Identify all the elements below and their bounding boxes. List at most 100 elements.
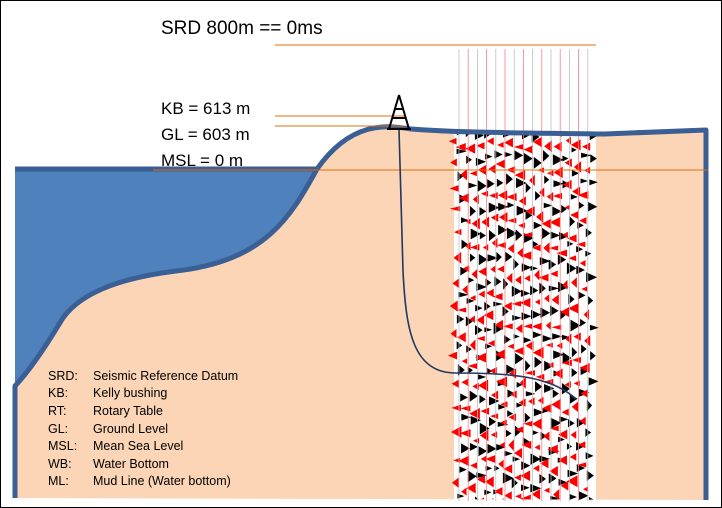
seismic-peak-black xyxy=(571,147,577,153)
seismic-peak-red xyxy=(486,288,494,298)
seismic-peak-black xyxy=(533,156,542,169)
seismic-peak-red xyxy=(580,389,588,398)
seismic-peak-black xyxy=(506,364,515,375)
seismic-peak-red xyxy=(510,390,517,399)
seismic-peak-black xyxy=(498,224,508,236)
seismic-peak-red xyxy=(576,241,586,248)
seismic-peak-red xyxy=(582,486,589,492)
seismic-peak-red xyxy=(581,286,588,292)
seismic-peak-red xyxy=(548,245,559,251)
seismic-peak-black xyxy=(539,257,551,266)
seismic-peak-black xyxy=(479,231,486,240)
seismic-peak-black xyxy=(513,333,520,339)
legend-abbr: WB: xyxy=(48,456,72,471)
seismic-peak-red xyxy=(561,408,569,416)
seismic-peak-black xyxy=(460,393,468,402)
legend-row: SRD: Seismic Reference Datum xyxy=(48,367,238,385)
seismic-peak-red xyxy=(517,247,523,258)
seismic-peak-black xyxy=(587,201,598,212)
seismic-peak-black xyxy=(568,293,575,305)
seismic-peak-black xyxy=(567,469,579,478)
legend-row: ML: Mud Line (Water bottom) xyxy=(48,473,238,491)
seismic-peak-black xyxy=(503,335,511,345)
well-path xyxy=(398,128,577,400)
seismic-peak-red xyxy=(469,315,475,323)
seismic-peak-red xyxy=(514,447,523,459)
seismic-peak-red xyxy=(519,376,526,389)
seismic-peak-black xyxy=(515,229,523,242)
seismic-peak-red xyxy=(490,265,496,273)
seismic-peak-black xyxy=(559,416,569,423)
seismic-peak-red xyxy=(533,464,540,472)
seismic-peak-black xyxy=(475,157,487,166)
seismic-peak-black xyxy=(571,346,578,358)
seismic-peak-red xyxy=(579,362,590,373)
seismic-peak-red xyxy=(560,480,569,491)
seismic-peak-black xyxy=(511,477,518,489)
seismic-peak-black xyxy=(506,227,518,240)
legend-desc: Kelly bushing xyxy=(93,386,168,401)
seismic-peak-black xyxy=(524,412,531,423)
seismic-peak-black xyxy=(494,150,503,159)
seismic-peak-black xyxy=(485,465,493,472)
seismic-peak-red xyxy=(562,280,568,290)
seismic-peak-red xyxy=(504,491,512,500)
legend-abbr: ML: xyxy=(48,474,69,489)
seismic-peak-black xyxy=(553,350,565,359)
seismic-peak-red xyxy=(461,378,469,387)
seismic-peak-black xyxy=(562,352,572,365)
seismic-peak-black xyxy=(468,182,478,189)
seismic-peak-red xyxy=(532,244,541,252)
seismic-peak-black xyxy=(548,259,557,270)
seismic-peak-red xyxy=(483,310,494,321)
seismic-peak-red xyxy=(456,332,466,343)
seismic-peak-red xyxy=(549,465,558,477)
seismic-peak-red xyxy=(461,487,467,496)
seismic-peak-black xyxy=(496,178,504,188)
seismic-peak-black xyxy=(521,263,532,272)
seismic-peak-red xyxy=(503,464,513,474)
seismic-peak-black xyxy=(468,277,475,284)
seismic-peak-red xyxy=(515,323,523,334)
seismic-peak-red xyxy=(489,366,497,375)
seismic-peak-red xyxy=(456,307,467,313)
seismic-peak-black xyxy=(577,291,586,300)
seismic-peak-red xyxy=(566,475,578,488)
seismic-peak-black xyxy=(530,483,542,493)
seismic-peak-black xyxy=(469,205,476,217)
seismic-peak-black xyxy=(569,215,576,228)
seismic-peak-black xyxy=(587,296,594,306)
seismic-peak-black xyxy=(478,253,488,266)
seismic-peak-black xyxy=(533,408,545,417)
seismic-peak-red xyxy=(543,487,550,494)
seismic-peak-black xyxy=(585,428,592,437)
seismic-peak-red xyxy=(507,343,515,350)
seismic-peak-red xyxy=(458,455,470,467)
seismic-peak-black xyxy=(515,353,524,365)
seismic-peak-black xyxy=(470,415,482,425)
legend-abbr: MSL: xyxy=(48,439,78,454)
seismic-peak-black xyxy=(544,360,554,371)
seismic-peak-red xyxy=(579,260,586,267)
seismic-peak-red xyxy=(449,206,461,212)
seismic-peak-black xyxy=(485,153,493,160)
seismic-peak-black xyxy=(576,245,584,253)
seismic-peak-black xyxy=(588,377,599,386)
seismic-peak-black xyxy=(543,202,553,209)
seismic-peak-black xyxy=(525,210,533,220)
seismic-peak-red xyxy=(515,426,524,434)
seismic-peak-black xyxy=(469,442,478,451)
seismic-peak-red xyxy=(493,487,503,496)
seismic-peak-black xyxy=(461,443,470,454)
seismic-peak-red xyxy=(531,488,541,500)
seismic-peak-black xyxy=(586,470,594,481)
seismic-peak-black xyxy=(523,337,532,344)
legend-abbr: KB: xyxy=(48,386,69,401)
legend-desc: Seismic Reference Datum xyxy=(93,368,239,383)
seismic-trace-lines xyxy=(458,49,589,501)
seismic-peak-black xyxy=(516,402,523,408)
seismic-peak-black xyxy=(507,202,515,209)
seismic-peak-black xyxy=(506,429,512,438)
